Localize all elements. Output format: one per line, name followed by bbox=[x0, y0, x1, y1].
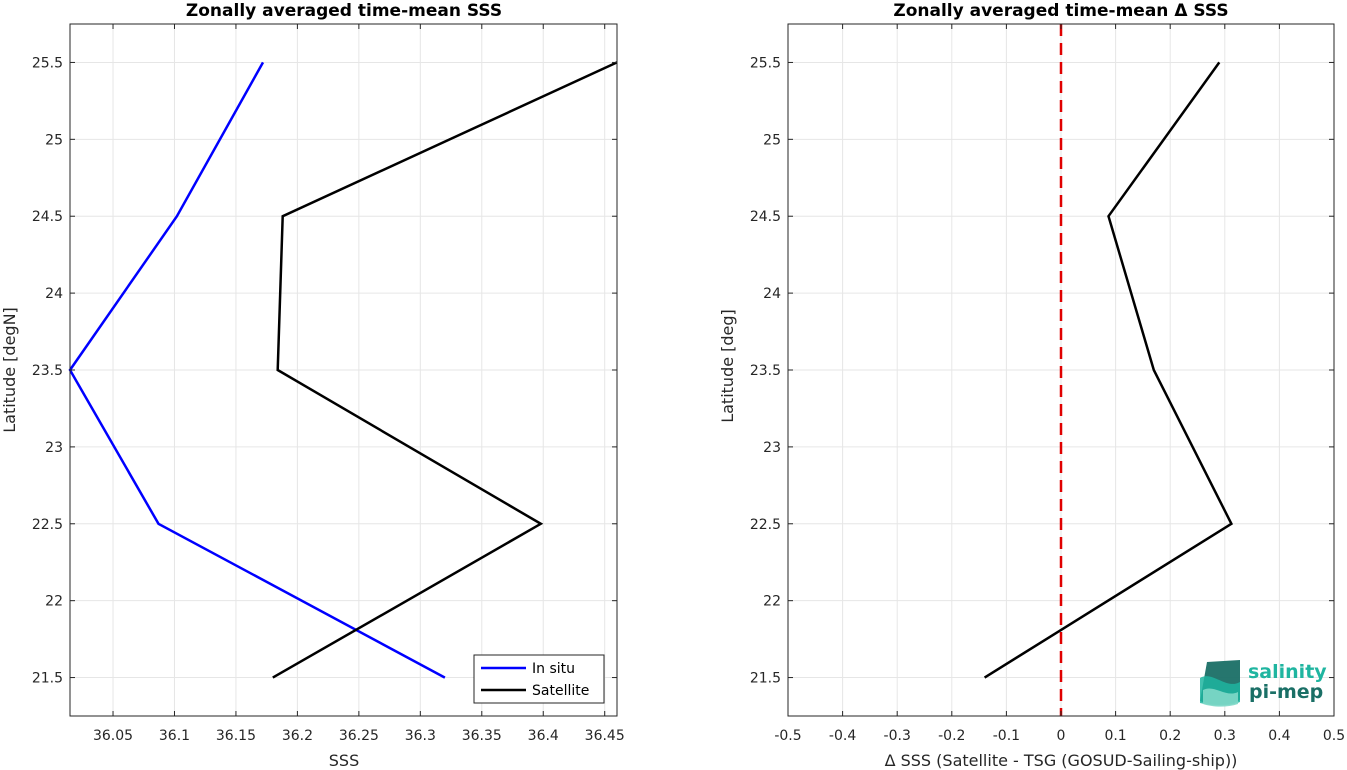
legend-label-in-situ: In situ bbox=[532, 661, 575, 677]
left-chart-panel: 36.05 36.1 36.15 36.2 36.25 36.3 36.35 36.4 36.4… bbox=[32, 23, 625, 744]
right-x-tick-label: -0.3 bbox=[884, 728, 911, 744]
right-x-axis-label: Δ SSS (Satellite - TSG (GOSUD-Sailing-sh… bbox=[885, 751, 1238, 770]
right-chart-title: Zonally averaged time-mean Δ SSS bbox=[893, 1, 1228, 21]
left-x-tick-label: 36.25 bbox=[339, 728, 379, 744]
right-y-tick-label: 22.5 bbox=[750, 517, 781, 533]
left-x-tick-label: 36.35 bbox=[462, 728, 502, 744]
right-series-line-series-0 bbox=[983, 61, 1234, 679]
left-y-tick-label: 25.5 bbox=[32, 55, 63, 71]
right-x-tick-label: 0.3 bbox=[1214, 728, 1236, 744]
right-y-tick-label: 24.5 bbox=[750, 209, 781, 225]
right-x-tick-label: 0.2 bbox=[1159, 728, 1181, 744]
left-y-tick-label: 24.5 bbox=[32, 209, 63, 225]
legend-box bbox=[473, 654, 605, 704]
left-y-tick-label: 24 bbox=[45, 286, 63, 302]
left-chart-title: Zonally averaged time-mean SSS bbox=[186, 1, 502, 21]
left-x-axis-label: SSS bbox=[329, 751, 359, 770]
logo-text-pi-mep: pi-mep bbox=[1249, 681, 1323, 703]
left-x-tick-label: 36.1 bbox=[159, 728, 190, 744]
left-series-line-satellite bbox=[272, 61, 618, 679]
left-y-tick-label: 22 bbox=[45, 594, 63, 610]
right-chart-panel: -0.5 -0.4 -0.3 -0.2 -0.1 0 0.1 0.2 0.3 0.4 0.5 21.5… bbox=[750, 23, 1345, 744]
right-y-tick-label: 23.5 bbox=[750, 363, 781, 379]
left-x-tick-label: 36.15 bbox=[216, 728, 256, 744]
right-x-tick-label: 0.5 bbox=[1323, 728, 1345, 744]
salinity-pi-mep-logo: salinity pi-mep bbox=[1200, 660, 1327, 707]
right-y-tick-label: 21.5 bbox=[750, 671, 781, 687]
left-x-tick-label: 36.3 bbox=[405, 728, 436, 744]
right-x-tick-label: -0.4 bbox=[829, 728, 856, 744]
left-y-tick-label: 21.5 bbox=[32, 671, 63, 687]
right-y-tick-label: 23 bbox=[763, 440, 781, 456]
left-y-axis-label: Latitude [degN] bbox=[0, 307, 19, 433]
left-legend: In situ Satellite bbox=[473, 654, 605, 704]
left-y-tick-label: 23 bbox=[45, 440, 63, 456]
right-y-tick-label: 25.5 bbox=[750, 55, 781, 71]
right-x-tick-label: -0.5 bbox=[774, 728, 801, 744]
right-x-tick-label: -0.1 bbox=[993, 728, 1020, 744]
right-x-tick-label: -0.2 bbox=[938, 728, 965, 744]
right-x-tick-label: 0 bbox=[1057, 728, 1066, 744]
right-x-tick-label: 0.1 bbox=[1104, 728, 1126, 744]
wave-logo-icon bbox=[1200, 660, 1240, 707]
left-y-tick-label: 25 bbox=[45, 132, 63, 148]
left-y-tick-label: 23.5 bbox=[32, 363, 63, 379]
right-y-axis-label: Latitude [deg] bbox=[718, 309, 737, 423]
right-y-tick-label: 24 bbox=[763, 286, 781, 302]
right-y-tick-label: 22 bbox=[763, 594, 781, 610]
left-x-tick-label: 36.45 bbox=[585, 728, 625, 744]
left-x-tick-label: 36.05 bbox=[93, 728, 133, 744]
right-x-tick-label: 0.4 bbox=[1268, 728, 1290, 744]
right-y-tick-label: 25 bbox=[763, 132, 781, 148]
left-x-tick-label: 36.2 bbox=[282, 728, 313, 744]
legend-label-satellite: Satellite bbox=[532, 683, 589, 699]
left-x-tick-label: 36.4 bbox=[528, 728, 559, 744]
logo-text-salinity: salinity bbox=[1248, 661, 1327, 683]
left-y-tick-label: 22.5 bbox=[32, 517, 63, 533]
